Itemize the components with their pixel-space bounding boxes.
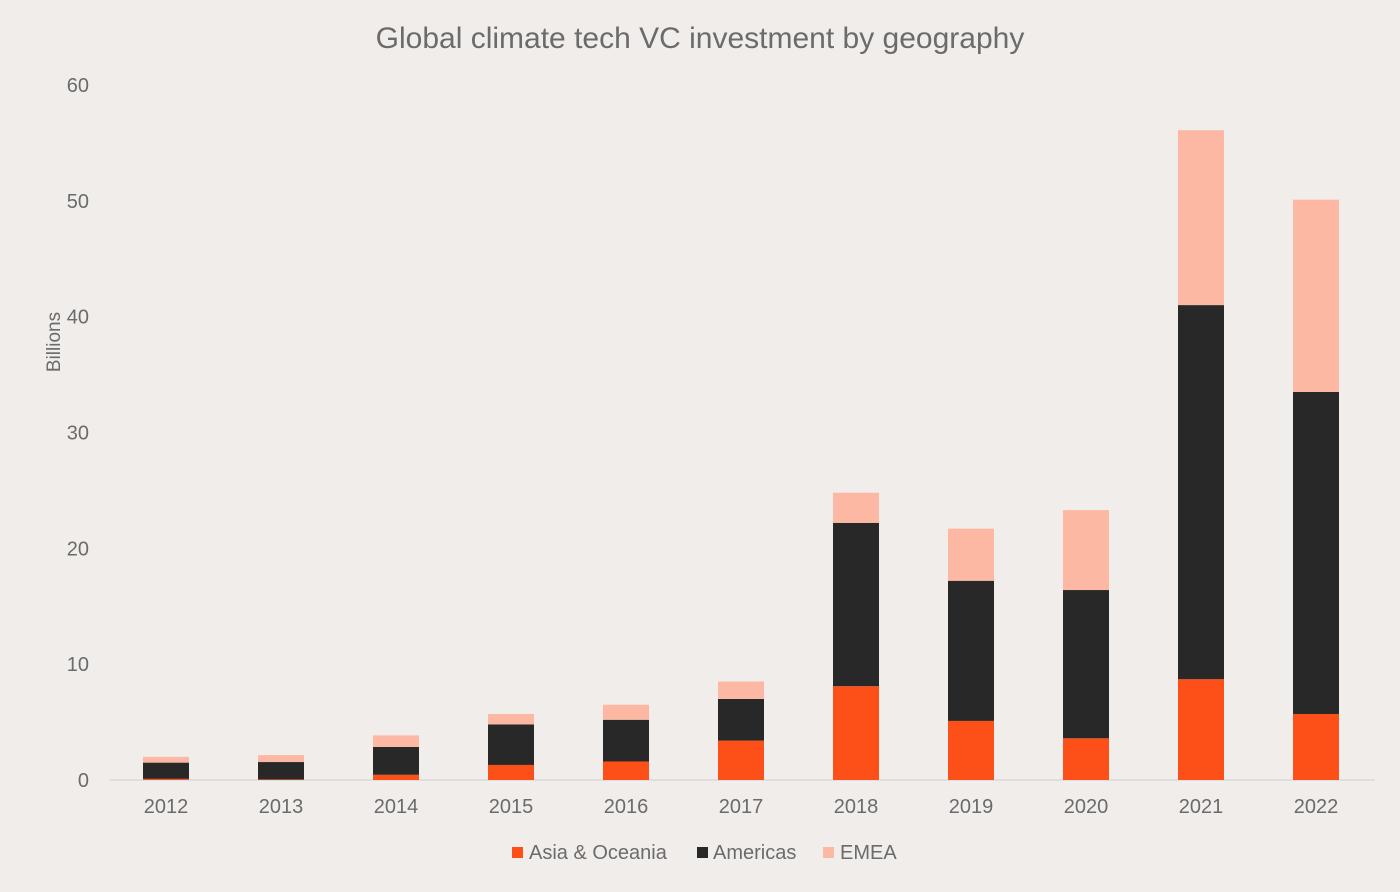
x-tick-label: 2016 (604, 796, 649, 818)
bar-segment (1293, 713, 1339, 780)
legend-swatch (823, 847, 834, 858)
y-tick-label: 40 (67, 307, 89, 329)
bar-segment (1063, 510, 1109, 591)
x-tick-label: 2018 (834, 796, 879, 818)
bar-segment (718, 740, 764, 780)
bar-segment (603, 719, 649, 762)
bar-segment (488, 764, 534, 780)
legend-label: EMEA (840, 842, 897, 864)
x-tick-label: 2019 (949, 796, 994, 818)
x-tick-label: 2012 (144, 796, 189, 818)
y-tick-label: 60 (67, 75, 89, 97)
bar-segment (948, 580, 994, 721)
bar-segment (143, 756, 189, 763)
x-tick-label: 2022 (1294, 796, 1339, 818)
bar-segment (258, 755, 304, 763)
bar-segment (948, 720, 994, 780)
bar-segment (258, 762, 304, 780)
bar-segment (1293, 199, 1339, 392)
y-axis-label: Billions (44, 312, 65, 372)
y-tick-label: 0 (78, 770, 89, 792)
y-tick-label: 50 (67, 191, 89, 213)
bar-segment (373, 746, 419, 775)
bar-segment (373, 735, 419, 747)
y-tick-label: 10 (67, 654, 89, 676)
bar-segment (143, 778, 189, 780)
x-tick-label: 2015 (489, 796, 534, 818)
x-tick-label: 2013 (259, 796, 304, 818)
y-tick-label: 30 (67, 423, 89, 445)
bar-segment (1178, 679, 1224, 780)
bar-segment (373, 774, 419, 780)
bar-segment (718, 681, 764, 699)
x-tick-label: 2021 (1179, 796, 1224, 818)
bar-segment (143, 762, 189, 779)
bar-segment (1063, 738, 1109, 780)
legend-label: Americas (713, 842, 796, 864)
chart-title: Global climate tech VC investment by geo… (376, 22, 1025, 55)
x-tick-label: 2014 (374, 796, 419, 818)
legend-swatch (697, 847, 708, 858)
bar-segment (488, 724, 534, 765)
bar-segment (833, 522, 879, 687)
bar-segment (833, 492, 879, 523)
legend-label: Asia & Oceania (529, 842, 668, 864)
x-tick-label: 2017 (719, 796, 764, 818)
bar-segment (1178, 305, 1224, 680)
bar-segment (948, 528, 994, 581)
bar-segment (1293, 391, 1339, 714)
bar-segment (718, 698, 764, 741)
bar-segment (488, 713, 534, 725)
bar-segment (258, 779, 304, 780)
y-tick-label: 20 (67, 538, 89, 560)
legend-swatch (512, 847, 523, 858)
bar-segment (833, 686, 879, 780)
bar-segment (603, 704, 649, 720)
bar-segment (603, 761, 649, 780)
bar-segment (1063, 590, 1109, 739)
legend: Asia & Oceania Americas EMEA (512, 842, 897, 864)
bar-segment (1178, 130, 1224, 306)
x-tick-label: 2020 (1064, 796, 1109, 818)
